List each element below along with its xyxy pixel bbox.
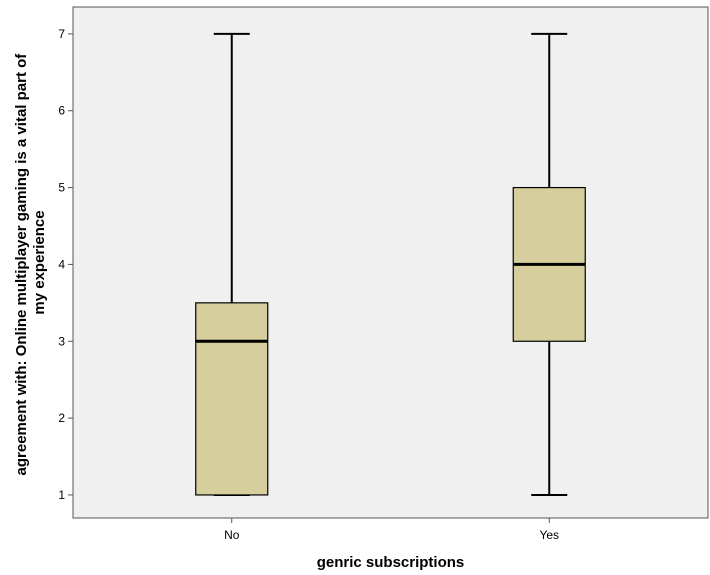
y-tick-label: 7	[58, 27, 65, 41]
y-tick-label: 1	[58, 488, 65, 502]
y-tick-label: 6	[58, 104, 65, 118]
y-tick-label: 5	[58, 181, 65, 195]
y-axis-ticks: 1 2 3 4 5 6 7	[58, 27, 73, 502]
interquartile-box	[195, 302, 269, 496]
x-axis-title: genric subscriptions	[317, 554, 465, 571]
box-series	[195, 32, 586, 496]
y-axis-title-line-1: agreement with: Online multiplayer gamin…	[13, 53, 30, 476]
y-tick-label: 3	[58, 334, 65, 348]
x-tick-label: Yes	[539, 528, 559, 542]
y-axis-title: agreement with: Online multiplayer gamin…	[13, 50, 48, 476]
x-axis-ticks: No Yes	[224, 518, 559, 542]
box-yes	[512, 32, 586, 496]
y-axis-title-line-2: my experience	[31, 210, 48, 314]
y-tick-label: 2	[58, 411, 65, 425]
box-no	[195, 32, 269, 496]
plot-area	[72, 6, 709, 519]
x-tick-label: No	[224, 528, 240, 542]
y-tick-label: 4	[58, 257, 65, 271]
